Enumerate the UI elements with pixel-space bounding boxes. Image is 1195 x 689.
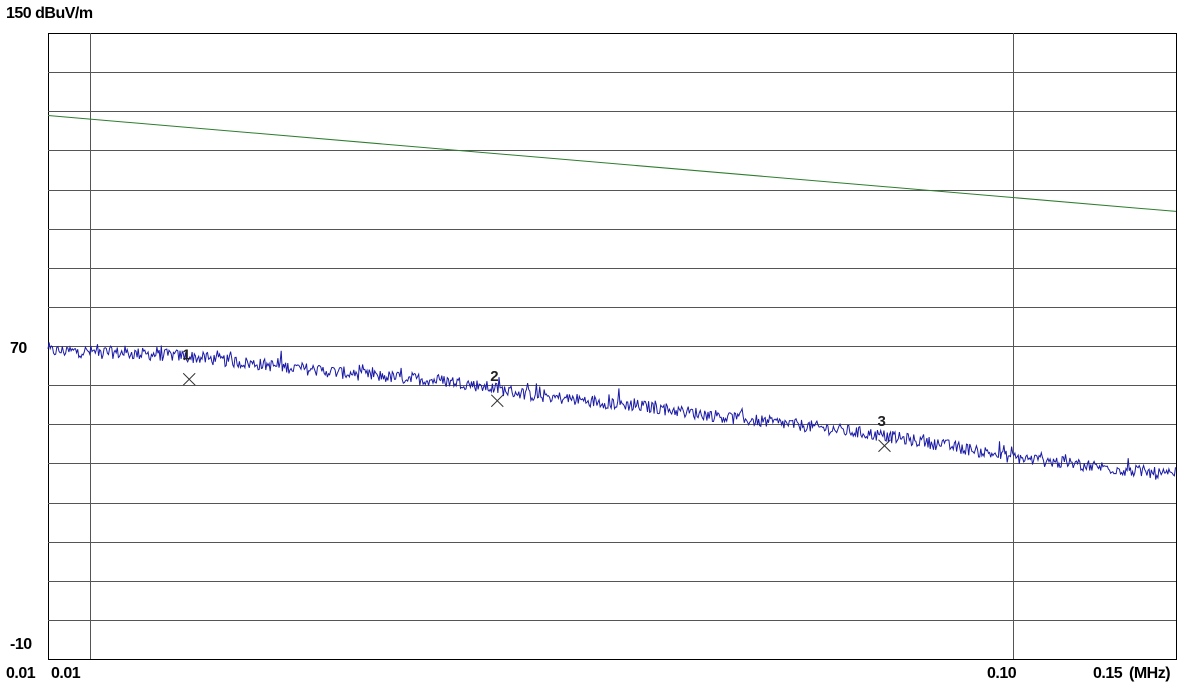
y-tick-label-bottom: -10 — [10, 636, 32, 653]
marker-cross — [490, 394, 504, 408]
y-axis-label: 150 dBuV/m — [6, 5, 93, 22]
x-unit-label: (MHz) — [1129, 665, 1171, 682]
x-tick-label: 0.01 — [6, 665, 36, 682]
x-tick-label: 0.01 — [51, 665, 81, 682]
measurement-trace — [47, 342, 1176, 480]
marker-label: 3 — [877, 413, 885, 430]
y-tick-label-top: 70 — [10, 340, 27, 357]
series-layer — [47, 115, 1177, 480]
limit-line — [47, 115, 1177, 212]
marker-cross — [182, 372, 196, 386]
gridlines — [48, 33, 1176, 659]
marker-label: 2 — [490, 368, 498, 385]
marker-label: 1 — [182, 346, 190, 363]
marker-cross — [878, 439, 891, 453]
x-tick-label: 0.10 — [987, 665, 1017, 682]
markers-layer: 1 2 3 — [182, 346, 891, 453]
x-tick-label: 0.15 — [1093, 665, 1123, 682]
